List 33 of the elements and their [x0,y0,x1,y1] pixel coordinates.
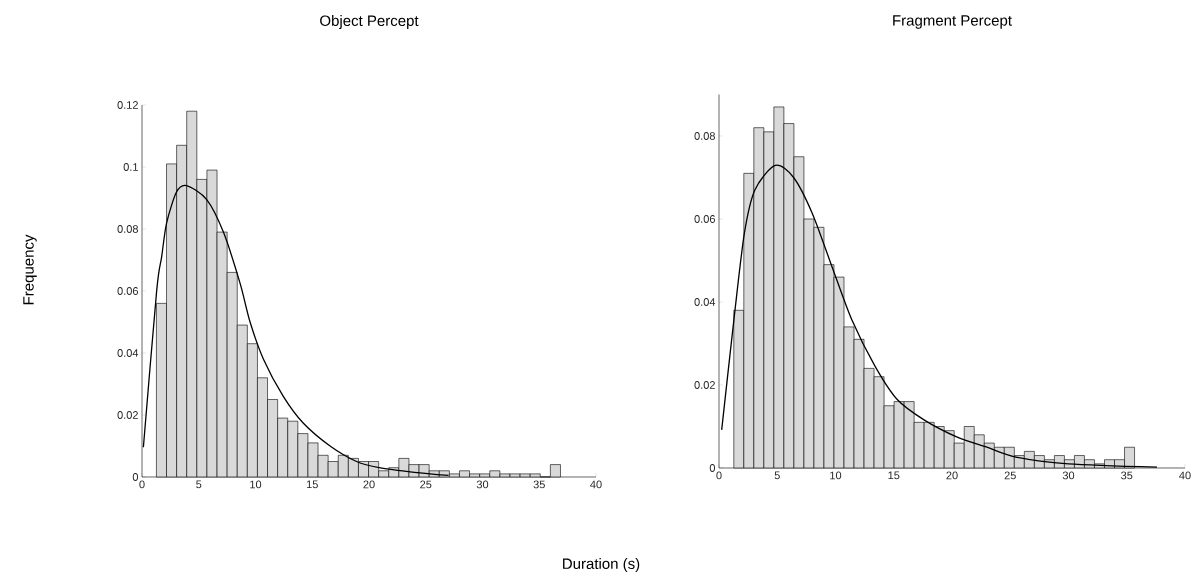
x-tick-label: 30 [1062,471,1075,480]
y-tick-label: 0.08 [117,225,138,233]
y-tick-label: 0.04 [117,349,139,357]
y-axis-title: Frequency [23,234,37,305]
y-tick-label: 0.1 [123,163,138,171]
x-tick-label: 20 [363,480,375,489]
x-tick-label: 0 [139,480,145,489]
x-tick-label: 35 [533,480,545,489]
x-tick-label: 25 [420,480,432,489]
x-tick-label: 15 [888,471,900,480]
y-tick-label: 0.06 [117,287,138,295]
y-tick-label: 0.08 [694,132,715,140]
x-tick-label: 10 [250,480,262,489]
x-tick-label: 20 [946,471,958,480]
x-tick-label: 40 [1179,471,1191,480]
y-tick-label: 0.12 [117,101,138,109]
x-axis-title: Duration (s) [563,558,640,572]
y-tick-label: 0.02 [694,381,715,389]
x-tick-label: 5 [196,480,202,489]
x-tick-label: 0 [716,471,722,480]
y-tick-label: 0.02 [117,411,138,419]
x-tick-label: 30 [476,480,489,489]
chart-title: Object Percept [320,15,419,29]
x-tick-label: 40 [590,480,602,489]
x-tick-label: 35 [1121,471,1133,480]
x-tick-label: 10 [830,471,842,480]
y-tick-label: 0 [709,464,716,472]
y-tick-label: 0.04 [694,298,716,306]
x-tick-label: 5 [774,471,780,480]
x-tick-label: 25 [1004,471,1016,480]
x-tick-label: 15 [306,480,318,489]
y-tick-label: 0.06 [694,215,715,223]
chart-title: Fragment Percept [893,15,1012,29]
